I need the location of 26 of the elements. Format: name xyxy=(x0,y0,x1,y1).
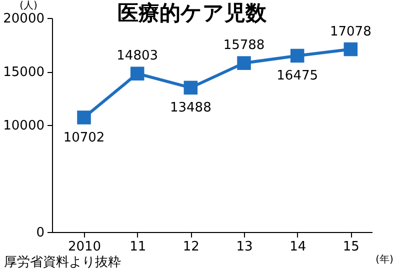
data-label: 15788 xyxy=(223,38,265,54)
y-tick-label: 20000 xyxy=(3,12,44,26)
text: 厚労省資料より抜粋 xyxy=(4,255,121,270)
point xyxy=(290,48,304,63)
point xyxy=(77,110,91,124)
chart-title: 医療的ケア児数 xyxy=(118,1,268,25)
x-tick-label: 13 xyxy=(236,240,253,254)
point xyxy=(344,42,358,56)
x-tick-label: 14 xyxy=(290,240,306,254)
data-label: 14803 xyxy=(116,48,158,64)
x-tick-label: 2010 xyxy=(68,240,102,254)
x-tick-label: 15 xyxy=(342,240,360,254)
y-tick-label: 10000 xyxy=(3,118,44,134)
data-label: 13488 xyxy=(170,100,212,116)
data-label: 17078 xyxy=(330,24,372,40)
y-tick-label: 15000 xyxy=(3,65,44,80)
x-tick-label: 12 xyxy=(182,240,200,254)
y-axis-title: (人) xyxy=(20,0,38,12)
data-label: 10702 xyxy=(63,130,105,146)
x-tick-label: 11 xyxy=(130,240,146,254)
point xyxy=(237,56,251,70)
point xyxy=(130,66,144,80)
data-label: 16475 xyxy=(276,68,318,84)
x-axis-title: (年) xyxy=(376,254,394,266)
point xyxy=(184,80,198,95)
y-tick-label: 0 xyxy=(36,226,44,240)
